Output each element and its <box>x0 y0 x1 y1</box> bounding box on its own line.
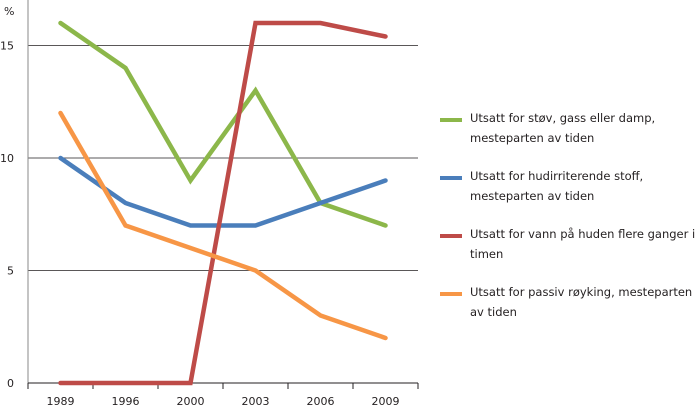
x-tick-label: 2006 <box>307 395 335 408</box>
x-tick-label: 2000 <box>177 395 205 408</box>
y-tick-label: 15 <box>0 40 14 53</box>
legend: Utsatt for støv, gass eller damp, mestep… <box>440 108 700 340</box>
legend-swatch <box>440 176 462 180</box>
series-line <box>58 20 388 228</box>
legend-swatch <box>440 292 462 296</box>
legend-label: Utsatt for passiv røyking, mesteparten a… <box>470 285 693 319</box>
legend-item: Utsatt for hudirriterende stoff, mestepa… <box>440 166 700 206</box>
legend-label: Utsatt for hudirriterende stoff, mestepa… <box>470 169 644 203</box>
series-line <box>58 110 388 341</box>
x-tick-label: 1996 <box>112 395 140 408</box>
x-tick-label: 2003 <box>242 395 270 408</box>
legend-item: Utsatt for passiv røyking, mesteparten a… <box>440 282 700 322</box>
y-tick-label: 5 <box>7 265 14 278</box>
y-tick-label: 10 <box>0 152 14 165</box>
legend-item: Utsatt for vann på huden flere ganger i … <box>440 224 700 264</box>
y-axis-label: % <box>4 5 14 18</box>
legend-swatch <box>440 118 462 122</box>
legend-item: Utsatt for støv, gass eller damp, mestep… <box>440 108 700 148</box>
x-tick-label: 1989 <box>47 395 75 408</box>
legend-label: Utsatt for vann på huden flere ganger i … <box>470 227 696 261</box>
x-tick-label: 2009 <box>372 395 400 408</box>
legend-swatch <box>440 234 462 238</box>
legend-label: Utsatt for støv, gass eller damp, mestep… <box>470 111 656 145</box>
series-line <box>58 155 388 228</box>
y-tick-label: 0 <box>7 377 14 390</box>
series-line <box>58 20 388 386</box>
